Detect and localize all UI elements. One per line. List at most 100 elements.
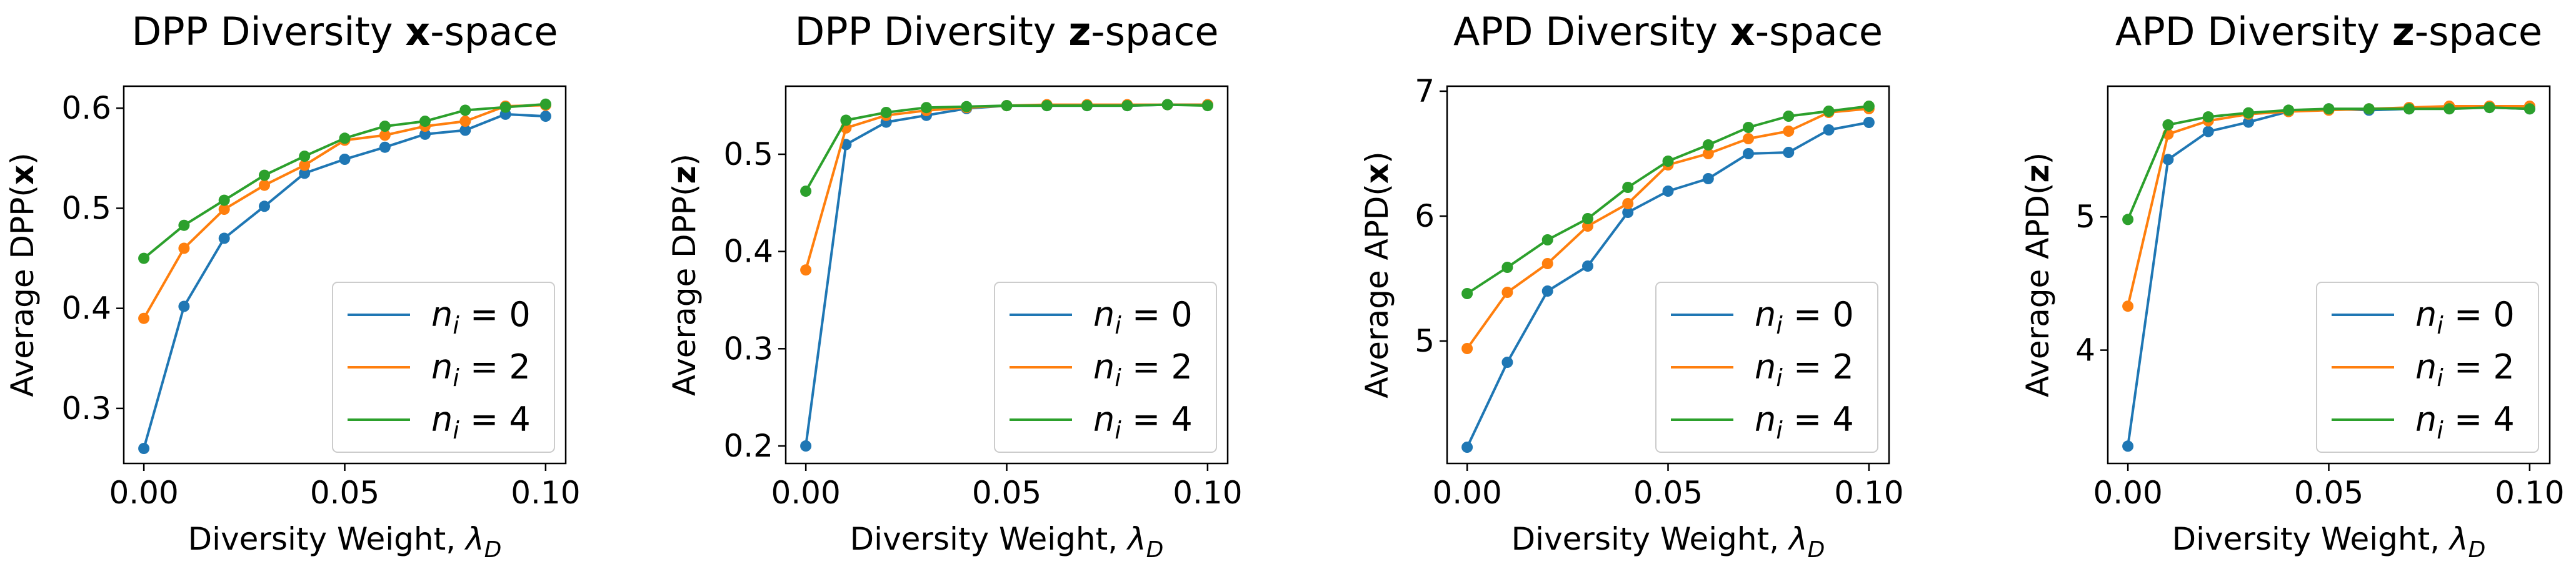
chart-title-variable: z (1068, 9, 1091, 54)
x-tick-label: 0.10 (2495, 475, 2564, 511)
data-point-0-8 (459, 124, 471, 136)
legend-entry-1: ni = 2 (2415, 347, 2515, 392)
y-axis-label-variable: x (4, 165, 41, 185)
data-point-1-6 (1702, 148, 1714, 159)
y-axis-label-variable: x (1359, 164, 1395, 184)
legend-box (994, 282, 1217, 453)
series-line-2 (1466, 105, 1870, 295)
chart-title-variable: z (2392, 9, 2415, 54)
data-point-2-1 (178, 219, 190, 231)
legend-var-subscript: i (2437, 417, 2443, 444)
legend-var: n (1093, 295, 1115, 334)
legend-var-subscript: i (1115, 364, 1121, 392)
data-point-0-2 (2202, 126, 2214, 137)
data-point-2-7 (2403, 103, 2415, 115)
legend-var: n (1755, 295, 1776, 334)
data-point-1-0 (1461, 343, 1473, 354)
legend-entry-0: ni = 0 (2415, 295, 2515, 339)
legend-value: = 4 (1783, 400, 1854, 439)
legend-value: = 4 (2443, 400, 2515, 439)
x-axis-label-text: Diversity Weight, (850, 521, 1128, 557)
legend-box (1655, 282, 1878, 453)
legend-var-subscript: i (1776, 364, 1783, 392)
legend-entry-1: ni = 2 (1093, 347, 1193, 392)
x-axis-label: Diversity Weight, λD (850, 521, 1164, 563)
data-point-1-1 (178, 242, 190, 254)
data-point-2-6 (1702, 139, 1714, 151)
legend-value: = 0 (1783, 295, 1854, 334)
legend-var: n (431, 400, 453, 439)
data-point-2-4 (2283, 104, 2295, 116)
legend-entry-0: ni = 0 (1093, 295, 1193, 339)
legend: ni = 0ni = 2ni = 4 (332, 282, 555, 453)
data-point-2-10 (539, 98, 551, 110)
y-axis-label: Average DPP(x) (4, 152, 41, 397)
series-line-2 (2127, 106, 2530, 220)
data-point-2-4 (961, 101, 973, 112)
x-axis-label-symbol: λ (1787, 521, 1808, 557)
data-point-1-0 (800, 264, 812, 276)
legend-value: = 4 (1121, 400, 1193, 439)
y-tick-label: 0.3 (61, 390, 111, 427)
data-point-1-4 (1622, 198, 1634, 209)
data-point-2-3 (259, 169, 270, 181)
data-point-0-10 (539, 111, 551, 122)
legend-var-subscript: i (2437, 312, 2443, 339)
y-tick-label: 0.3 (723, 330, 773, 367)
x-axis-label: Diversity Weight, λD (1511, 521, 1825, 563)
data-point-1-0 (2122, 300, 2134, 312)
legend-var: n (2415, 400, 2437, 439)
chart-title-variable: x (1730, 9, 1755, 54)
x-tick-label: 0.00 (1432, 475, 1501, 511)
legend-var-subscript: i (453, 312, 459, 339)
data-point-0-1 (1501, 357, 1513, 368)
data-point-2-7 (419, 116, 431, 127)
data-point-0-3 (259, 200, 270, 212)
chart-title-suffix: -space (1755, 9, 1883, 54)
data-point-2-10 (1863, 101, 1875, 112)
x-axis-label: Diversity Weight, λD (188, 521, 502, 563)
legend-entry-0: ni = 0 (1755, 295, 1854, 339)
x-axis-label-subscript: D (2468, 537, 2486, 563)
data-point-2-3 (1582, 213, 1593, 224)
data-point-2-8 (459, 104, 471, 116)
data-point-2-4 (1622, 182, 1634, 193)
legend-value: = 0 (459, 295, 531, 334)
y-axis-label: Average DPP(z) (666, 154, 703, 396)
data-point-0-7 (419, 128, 431, 140)
y-axis-label-variable: z (2020, 164, 2056, 182)
y-axis-label-prefix: Average APD( (1359, 184, 1395, 398)
legend-value: = 0 (2443, 295, 2515, 334)
data-point-2-8 (1121, 100, 1133, 112)
legend-var-subscript: i (453, 417, 459, 444)
data-point-0-2 (1541, 285, 1553, 297)
legend-var-subscript: i (1115, 417, 1121, 444)
data-point-1-6 (379, 129, 391, 141)
x-axis-label-subscript: D (1808, 537, 1825, 563)
data-point-2-5 (1662, 156, 1674, 167)
data-point-0-10 (1863, 117, 1875, 128)
data-point-0-1 (178, 300, 190, 312)
data-point-2-9 (1823, 106, 1835, 117)
data-point-1-4 (299, 159, 311, 171)
data-point-2-6 (2363, 103, 2375, 115)
legend-value: = 2 (1783, 347, 1854, 387)
data-point-1-2 (218, 204, 230, 215)
chart-title-prefix: DPP Diversity (131, 9, 405, 54)
data-point-2-5 (2323, 103, 2335, 115)
y-tick-label: 0.6 (61, 90, 111, 126)
y-axis-label-prefix: Average APD( (2020, 183, 2056, 398)
legend-var-subscript: i (453, 364, 459, 392)
data-point-0-0 (800, 440, 812, 452)
y-tick-label: 0.5 (723, 136, 773, 172)
chart-title-prefix: APD Diversity (2115, 9, 2392, 54)
legend-entry-0: ni = 0 (431, 295, 531, 339)
data-point-2-8 (1783, 111, 1795, 122)
chart-title-suffix: -space (1091, 9, 1218, 54)
data-point-1-8 (459, 116, 471, 127)
data-point-2-5 (1001, 100, 1013, 112)
y-axis-label-prefix: Average DPP( (666, 184, 703, 397)
